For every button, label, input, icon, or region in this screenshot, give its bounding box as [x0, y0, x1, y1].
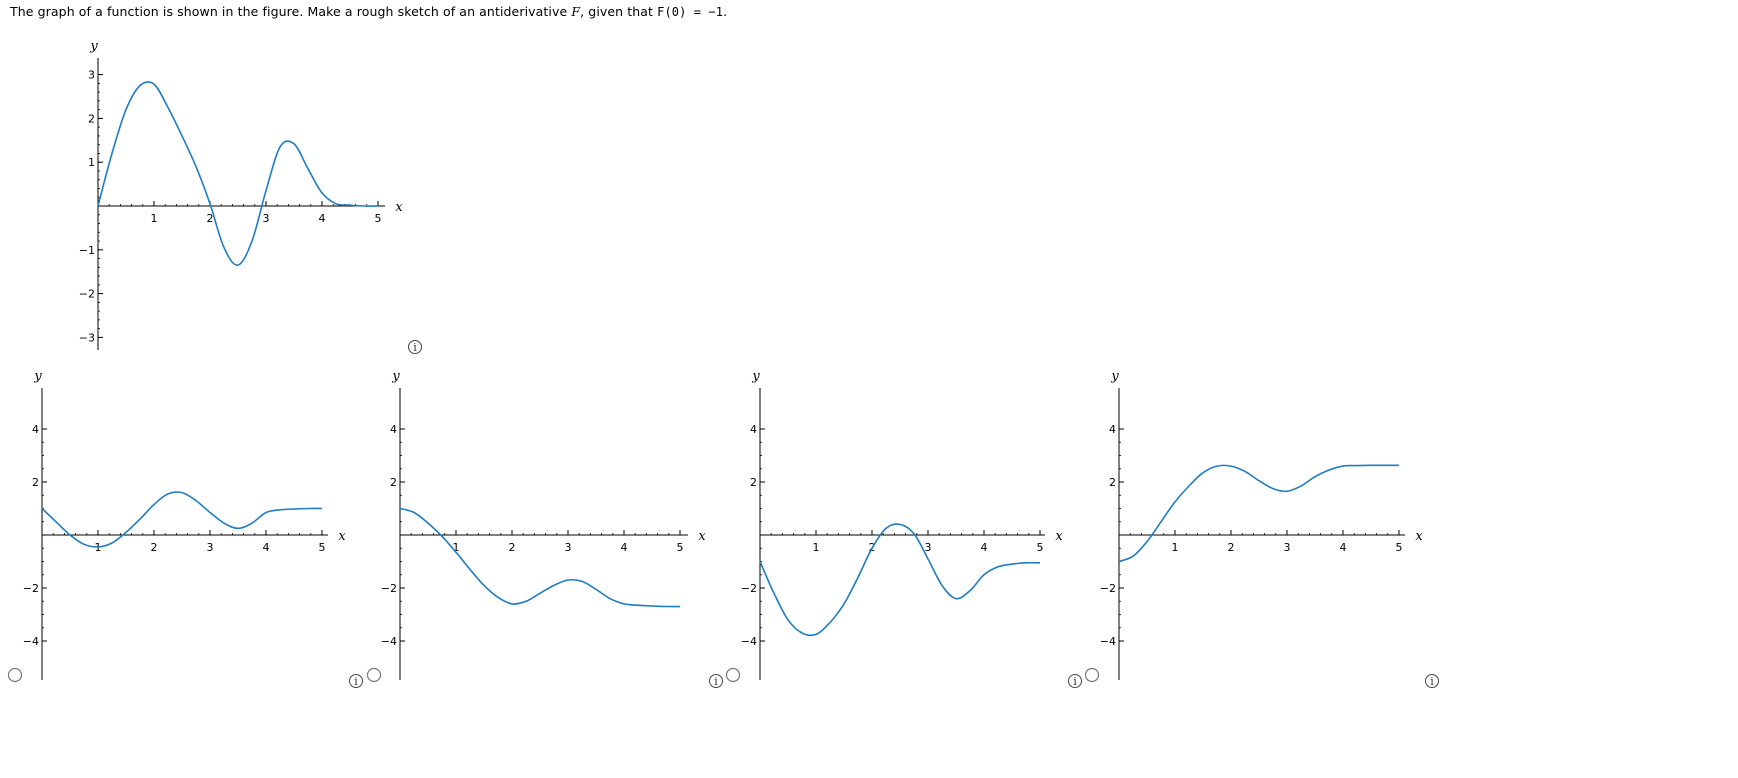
- y-tick-label: −2: [79, 288, 95, 301]
- y-tick-label: 2: [88, 112, 95, 125]
- x-tick-label: 3: [565, 541, 572, 554]
- y-tick-label: −4: [1100, 635, 1116, 648]
- x-axis-label: x: [698, 529, 706, 544]
- answer-radio-choice-c[interactable]: [725, 667, 741, 683]
- x-tick-label: 1: [453, 541, 460, 554]
- info-icon[interactable]: i: [408, 340, 422, 355]
- x-tick-label: 3: [1284, 541, 1291, 554]
- y-tick-label: 2: [750, 476, 757, 489]
- x-tick-label: 5: [319, 541, 326, 554]
- info-icon[interactable]: i: [1425, 674, 1439, 689]
- info-icon-glyph: i: [714, 675, 718, 688]
- x-tick-label: 1: [1172, 541, 1179, 554]
- x-tick-label: 3: [207, 541, 214, 554]
- y-tick-label: −4: [741, 635, 757, 648]
- question-period: .: [723, 4, 728, 19]
- y-axis-label: y: [1110, 369, 1119, 384]
- x-axis-label: x: [395, 200, 403, 215]
- x-tick-label: 1: [813, 541, 820, 554]
- y-tick-label: 4: [1109, 423, 1116, 436]
- answer-radio-choice-a[interactable]: [7, 667, 23, 683]
- x-axis-label: x: [338, 529, 346, 544]
- y-tick-label: −1: [79, 244, 95, 257]
- series-line: [399, 507, 681, 608]
- x-tick-label: 3: [925, 541, 932, 554]
- info-icon-circle: [408, 340, 422, 354]
- x-tick-label: 4: [263, 541, 270, 554]
- y-tick-label: 2: [32, 476, 39, 489]
- function-symbol: F: [571, 4, 581, 19]
- question-lead: The graph of a function is shown in the …: [10, 4, 572, 19]
- info-icon[interactable]: i: [709, 674, 723, 689]
- y-axis-label: y: [33, 369, 42, 384]
- info-icon-circle: [349, 674, 363, 688]
- x-tick-label: 4: [981, 541, 988, 554]
- x-axis-label: x: [1415, 529, 1423, 544]
- info-icon-circle: [709, 674, 723, 688]
- chart-choice-d: 1 2 3 4 5 −4 −2 2 4 y x i: [1068, 369, 1423, 689]
- x-axis-label: x: [1055, 529, 1063, 544]
- answer-radio-choice-b[interactable]: [366, 667, 382, 683]
- y-tick-label: 2: [1109, 476, 1116, 489]
- info-icon-circle: [1425, 674, 1439, 688]
- question-text: The graph of a function is shown in the …: [10, 4, 727, 19]
- y-axis-label: y: [751, 369, 760, 384]
- x-tick-label: 4: [621, 541, 628, 554]
- y-tick-label: 4: [390, 423, 397, 436]
- x-tick-label: 3: [263, 212, 270, 225]
- x-tick-label: 2: [207, 212, 214, 225]
- y-tick-label: −2: [741, 582, 757, 595]
- x-tick-label: 5: [1037, 541, 1044, 554]
- x-tick-label: 2: [151, 541, 158, 554]
- info-icon-glyph: i: [1073, 675, 1077, 688]
- y-tick-label: 4: [750, 423, 757, 436]
- x-tick-label: 5: [677, 541, 684, 554]
- info-icon[interactable]: i: [349, 674, 363, 689]
- info-icon-glyph: i: [413, 341, 417, 354]
- y-axis-label: y: [391, 369, 400, 384]
- y-axis-label: y: [89, 39, 98, 54]
- y-tick-label: 2: [390, 476, 397, 489]
- info-icon-glyph: i: [1430, 675, 1434, 688]
- chart-choice-a: 1 2 3 4 5 −4 −2 2 4 y x i: [7, 369, 1439, 689]
- y-tick-label: −4: [381, 635, 397, 648]
- chart-choice-b: 1 2 3 4 5 −4 −2 2 4 y x i: [349, 369, 706, 689]
- x-tick-label: 1: [151, 212, 158, 225]
- initial-condition: F(0) = −1: [657, 5, 724, 19]
- y-tick-label: 1: [88, 156, 95, 169]
- series-line: [41, 491, 323, 548]
- series-line: [1118, 464, 1399, 563]
- x-tick-label: 5: [1396, 541, 1403, 554]
- y-tick-label: −2: [1100, 582, 1116, 595]
- y-tick-label: 3: [88, 69, 95, 82]
- x-tick-label: 2: [1228, 541, 1235, 554]
- answer-radio-choice-d[interactable]: [1084, 667, 1100, 683]
- y-tick-label: −3: [79, 331, 95, 344]
- x-tick-label: 4: [1340, 541, 1347, 554]
- y-tick-label: 4: [32, 423, 39, 436]
- question-mid: , given that: [580, 4, 658, 19]
- x-tick-label: 2: [509, 541, 516, 554]
- series-line: [759, 523, 1041, 637]
- x-tick-label: 4: [319, 212, 326, 225]
- chart-given: 1 2 3 4 5 −3 −2 −1 1 2 3 y x i: [79, 39, 422, 354]
- y-tick-label: −2: [381, 582, 397, 595]
- series-line: [97, 81, 379, 266]
- y-tick-label: −4: [23, 635, 39, 648]
- info-icon-circle: [1068, 674, 1082, 688]
- y-tick-label: −2: [23, 582, 39, 595]
- x-tick-label: 5: [375, 212, 382, 225]
- info-icon-glyph: i: [354, 675, 358, 688]
- info-icon[interactable]: i: [1068, 674, 1082, 689]
